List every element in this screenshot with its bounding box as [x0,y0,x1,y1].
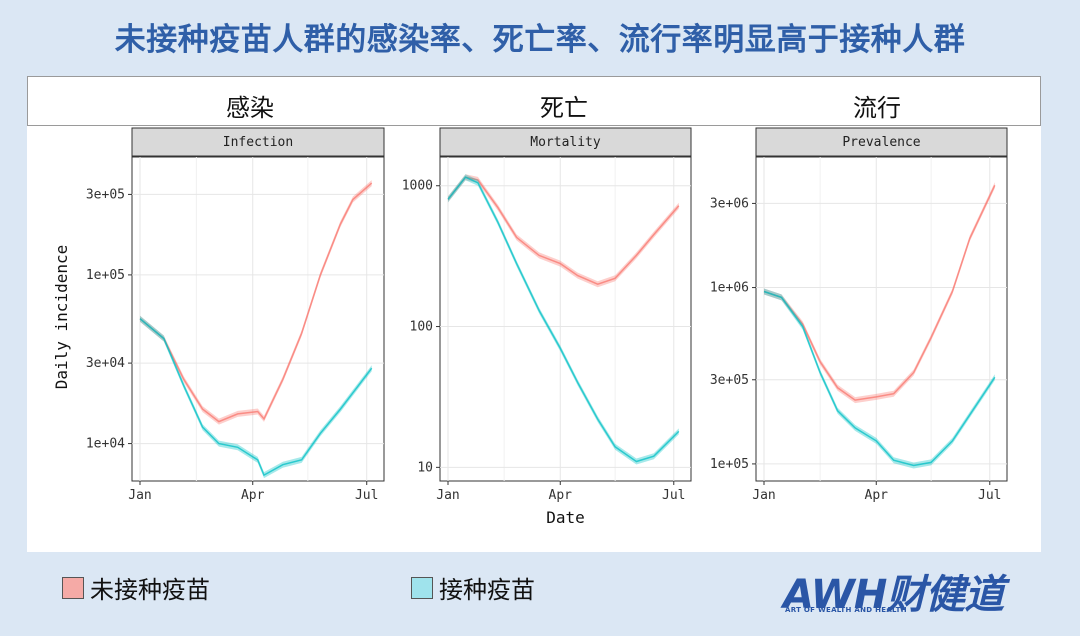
awh-logo: AWH财健道 ART OF WEALTH AND HEALTH [783,562,1043,618]
plot-area-infection [131,156,385,482]
x-tick-label-infection-1: Apr [241,488,265,503]
cn-label-infection: 感染 [226,94,274,122]
y-tick-label-prevalence-0: 1e+05 [710,457,749,472]
grid-prevalence [756,157,1007,481]
x-tick-label-prevalence-0: Jan [752,488,775,503]
plot-area-mortality [439,156,692,482]
y-tick-label-mortality-0: 10 [417,460,433,475]
y-axis-title-infection: Daily incidence [52,245,71,390]
y-tick-label-infection-3: 3e+05 [86,187,125,202]
series-line-prevalence-vaccinated [763,290,996,467]
y-tick-label-prevalence-1: 3e+05 [710,373,749,388]
series-line-infection-vaccinated [139,318,373,477]
facet-title-prevalence: Prevalence [842,135,920,150]
legend-item-vaccinated: 接种疫苗 [411,570,535,605]
cn-label-mortality: 死亡 [540,94,588,122]
series-line-mortality-vaccinated [447,176,680,463]
logo-sub-text: ART OF WEALTH AND HEALTH [785,606,907,614]
y-tick-label-mortality-2: 1000 [402,179,433,194]
facet-strip-mortality [439,127,692,157]
series-ribbon-mortality-unvaccinated [448,174,679,288]
series-line-mortality-unvaccinated [447,176,680,286]
series-ribbon-prevalence-vaccinated [764,288,995,469]
grid-mortality [440,157,691,481]
facet-strip-infection [131,127,385,157]
chinese-facet-header [27,76,1041,126]
x-tick-label-prevalence-1: Apr [865,488,889,503]
legend-item-unvaccinated: 未接种疫苗 [62,570,210,605]
x-axis-title-mortality: Date [546,508,585,527]
x-tick-label-mortality-1: Apr [549,488,573,503]
legend-label-vaccinated: 接种疫苗 [439,576,535,604]
cn-label-prevalence: 流行 [853,94,901,122]
y-tick-label-infection-0: 1e+04 [86,437,125,452]
plot-area-prevalence [755,156,1008,482]
y-tick-label-infection-2: 1e+05 [86,268,125,283]
legend-swatch-unvaccinated [62,576,84,599]
facet-title-infection: Infection [223,135,293,150]
legend-swatch-vaccinated [411,576,433,599]
facet-title-mortality: Mortality [530,135,601,150]
logo-main-text: AWH财健道 [783,572,1004,618]
y-tick-label-prevalence-2: 1e+06 [710,281,749,296]
x-tick-label-mortality-0: Jan [436,488,459,503]
series-line-prevalence-unvaccinated [763,184,996,401]
x-tick-label-prevalence-2: Jul [978,488,1001,503]
facet-strip-prevalence [755,127,1008,157]
x-tick-label-infection-0: Jan [128,488,151,503]
x-tick-label-mortality-2: Jul [662,488,685,503]
y-tick-label-mortality-1: 100 [410,320,433,335]
y-tick-label-infection-1: 3e+04 [86,356,125,371]
series-line-infection-unvaccinated [139,182,373,423]
y-tick-label-prevalence-3: 3e+06 [710,196,749,211]
page-headline: 未接种疫苗人群的感染率、死亡率、流行率明显高于接种人群 [114,22,966,58]
legend-label-unvaccinated: 未接种疫苗 [90,576,210,604]
x-tick-label-infection-2: Jul [355,488,378,503]
